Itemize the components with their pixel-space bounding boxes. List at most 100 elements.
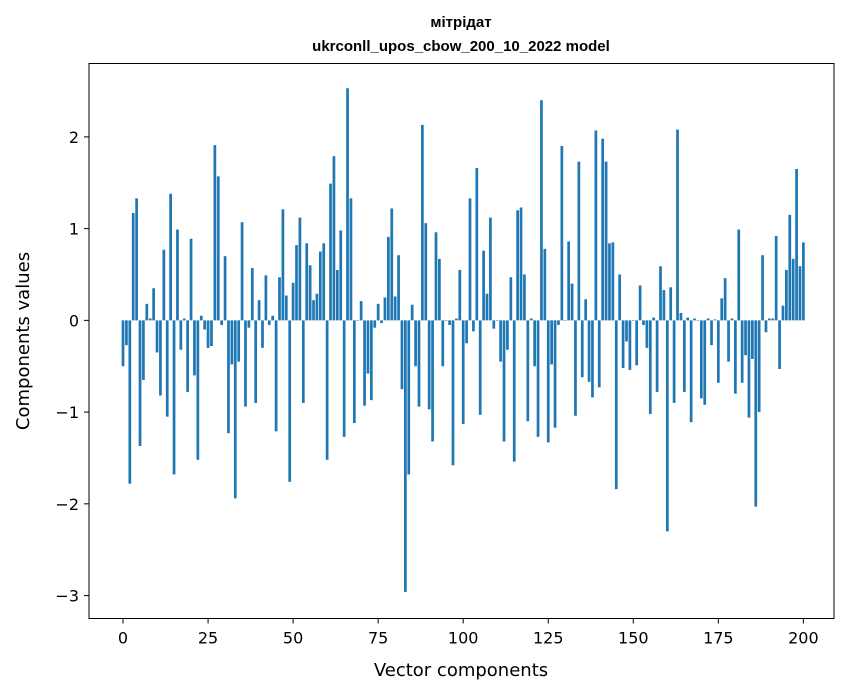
bar <box>352 320 356 424</box>
bar <box>441 320 445 367</box>
bar <box>757 320 761 413</box>
y-axis-ticks: −3 −2 −1 0 1 2 <box>55 128 89 606</box>
bar <box>587 320 591 382</box>
bar <box>318 251 322 321</box>
bar <box>563 320 567 321</box>
bar <box>216 176 220 321</box>
bar <box>478 320 482 415</box>
bar <box>312 300 315 321</box>
bar <box>723 278 727 321</box>
bar <box>165 320 169 417</box>
bar <box>785 269 788 321</box>
x-axis-ticks: 0 25 50 75 100 125 150 175 200 <box>118 618 819 648</box>
bar <box>516 210 519 321</box>
bar <box>152 288 155 321</box>
x-tick-label: 75 <box>368 629 388 648</box>
bar <box>628 320 632 370</box>
bar <box>356 320 360 321</box>
bar <box>751 320 754 359</box>
bar <box>526 320 530 422</box>
bar <box>567 241 571 321</box>
x-tick-label: 200 <box>788 629 819 648</box>
bar <box>659 266 662 321</box>
bar <box>764 320 768 333</box>
bar <box>339 230 343 321</box>
bar <box>414 320 417 367</box>
bar <box>329 183 332 321</box>
bar <box>489 217 492 321</box>
bar <box>410 304 414 321</box>
bar <box>407 320 411 475</box>
bar <box>778 320 781 369</box>
bar <box>335 269 339 321</box>
bar <box>682 320 686 392</box>
bar <box>533 320 536 367</box>
bar <box>506 320 509 350</box>
y-tick-label: −1 <box>55 403 79 422</box>
bar <box>560 146 564 321</box>
bar <box>247 320 251 328</box>
bar <box>366 320 370 374</box>
bar <box>546 320 550 443</box>
bar <box>570 283 574 321</box>
bar <box>761 255 764 321</box>
bar <box>754 320 758 507</box>
bar <box>186 320 190 392</box>
bar <box>404 320 407 592</box>
bar <box>128 320 132 484</box>
bar <box>254 320 258 403</box>
x-tick-label: 25 <box>198 629 218 648</box>
bar <box>417 320 421 407</box>
y-tick-label: 1 <box>69 220 79 239</box>
bar <box>227 320 230 434</box>
bar <box>543 248 547 321</box>
bar <box>638 285 642 321</box>
bar <box>703 320 707 405</box>
bar <box>332 156 336 321</box>
bar <box>284 295 288 321</box>
bar <box>492 320 496 329</box>
bar <box>720 298 724 321</box>
bar <box>706 318 710 321</box>
bar <box>519 207 523 321</box>
bar <box>169 193 172 321</box>
y-tick-label: −2 <box>55 495 79 514</box>
bar <box>774 235 778 321</box>
bar <box>689 320 693 423</box>
bar <box>716 320 720 383</box>
bar <box>465 320 468 344</box>
bar <box>233 320 237 499</box>
bar <box>244 320 247 407</box>
bar <box>662 290 666 321</box>
bar <box>342 320 346 437</box>
bar <box>380 320 383 324</box>
y-axis-label: Components values <box>13 252 34 430</box>
bar <box>509 277 513 321</box>
bar <box>499 320 502 362</box>
bar <box>271 315 275 321</box>
bar <box>652 317 656 321</box>
bar <box>223 256 227 321</box>
bar <box>250 268 254 321</box>
bar <box>672 320 676 403</box>
bar <box>359 301 363 321</box>
bar <box>577 161 581 321</box>
bar <box>788 214 792 321</box>
bar <box>536 320 540 437</box>
plot-frame <box>88 63 835 619</box>
bar <box>267 320 271 325</box>
bar <box>383 297 387 321</box>
bar <box>502 320 506 442</box>
bar <box>791 258 795 321</box>
x-axis-label: Vector components <box>374 660 548 681</box>
bar <box>199 315 203 321</box>
bar <box>305 243 309 321</box>
bar <box>744 320 747 356</box>
bar <box>693 318 696 321</box>
bar <box>301 320 305 403</box>
bar <box>125 320 128 346</box>
bar <box>458 269 462 321</box>
bar <box>495 320 499 321</box>
bar <box>288 320 292 482</box>
bar <box>625 320 628 342</box>
